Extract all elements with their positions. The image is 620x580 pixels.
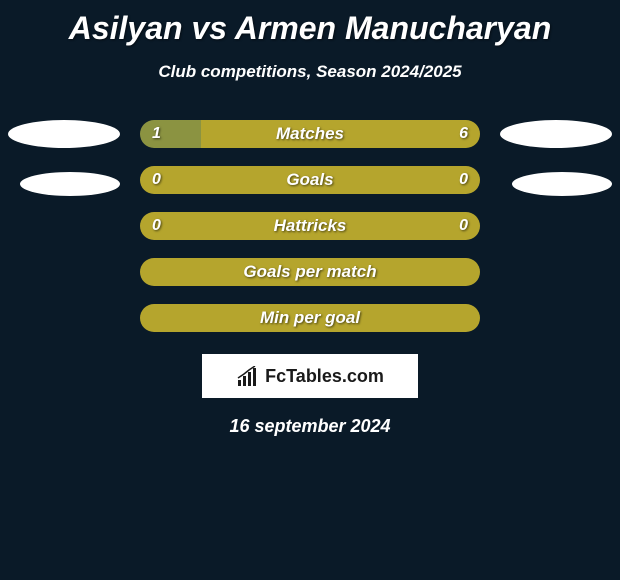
page-title: Asilyan vs Armen Manucharyan	[0, 10, 620, 47]
bar-label: Goals	[286, 170, 333, 190]
bar-value-right: 6	[459, 125, 468, 143]
stat-bar: Goals per match	[140, 258, 480, 286]
stats-comparison-card: Asilyan vs Armen Manucharyan Club compet…	[0, 0, 620, 437]
bar-value-right: 0	[459, 171, 468, 189]
player2-avatar-1	[500, 120, 612, 148]
bar-value-left: 0	[152, 171, 161, 189]
player2-avatar-2	[512, 172, 612, 196]
logo-text: FcTables.com	[265, 366, 384, 387]
player1-avatar-2	[20, 172, 120, 196]
player1-avatar-1	[8, 120, 120, 148]
date-text: 16 september 2024	[0, 416, 620, 437]
bar-label: Hattricks	[274, 216, 347, 236]
bar-label: Min per goal	[260, 308, 360, 328]
left-avatar-column	[8, 120, 122, 196]
bar-label: Goals per match	[243, 262, 376, 282]
bar-value-left: 0	[152, 217, 161, 235]
stat-bar: Min per goal	[140, 304, 480, 332]
bar-value-right: 0	[459, 217, 468, 235]
bar-label: Matches	[276, 124, 344, 144]
stat-bars-column: Matches 1 6 Goals 0 0 Hattricks 0 0 Goals per mat…	[140, 120, 480, 332]
bar-value-left: 1	[152, 125, 161, 143]
chart-icon	[236, 366, 260, 386]
stat-bar: Goals 0 0	[140, 166, 480, 194]
source-logo-box: FcTables.com	[202, 354, 418, 398]
right-avatar-column	[498, 120, 612, 196]
bar-left-segment	[140, 120, 201, 148]
stat-bar: Hattricks 0 0	[140, 212, 480, 240]
stat-bar: Matches 1 6	[140, 120, 480, 148]
page-subtitle: Club competitions, Season 2024/2025	[0, 62, 620, 82]
stats-area: Matches 1 6 Goals 0 0 Hattricks 0 0 Goals per mat…	[0, 120, 620, 332]
